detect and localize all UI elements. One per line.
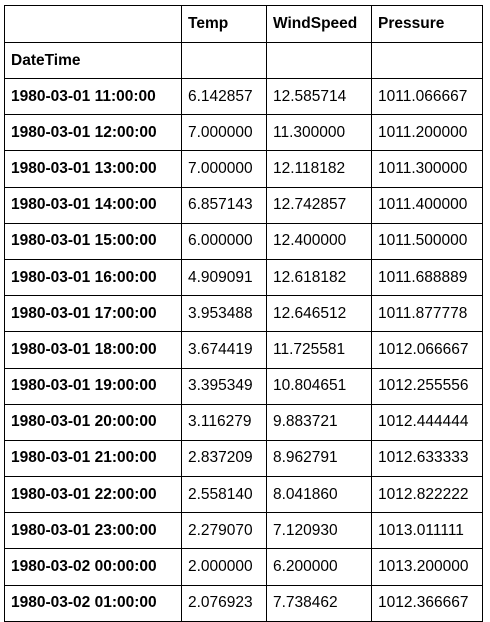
cell-temp: 2.279070 xyxy=(181,512,267,550)
column-header-temp: Temp xyxy=(181,5,267,43)
cell-temp: 3.395349 xyxy=(181,367,267,405)
row-datetime: 1980-03-01 15:00:00 xyxy=(4,222,182,260)
table-row: 1980-03-01 15:00:00 6.000000 12.400000 1… xyxy=(4,222,483,260)
row-datetime: 1980-03-01 11:00:00 xyxy=(4,77,182,116)
cell-windspeed: 8.041860 xyxy=(266,476,372,514)
cell-pressure: 1011.200000 xyxy=(371,114,483,152)
cell-pressure: 1013.011111 xyxy=(371,512,483,550)
table-row: 1980-03-01 11:00:00 6.142857 12.585714 1… xyxy=(4,77,483,116)
cell-windspeed: 11.300000 xyxy=(266,114,372,152)
dataframe-table: Temp WindSpeed Pressure DateTime 1980-03… xyxy=(4,5,483,622)
row-datetime: 1980-03-01 23:00:00 xyxy=(4,512,182,550)
cell-temp: 6.000000 xyxy=(181,222,267,260)
cell-pressure: 1013.200000 xyxy=(371,548,483,586)
row-datetime: 1980-03-01 21:00:00 xyxy=(4,439,182,478)
row-datetime: 1980-03-01 12:00:00 xyxy=(4,114,182,152)
table-row: 1980-03-01 16:00:00 4.909091 12.618182 1… xyxy=(4,258,483,297)
row-datetime: 1980-03-01 13:00:00 xyxy=(4,150,182,188)
table-row: 1980-03-01 19:00:00 3.395349 10.804651 1… xyxy=(4,367,483,405)
cell-temp: 3.116279 xyxy=(181,403,267,441)
table-row: 1980-03-01 23:00:00 2.279070 7.120930 10… xyxy=(4,512,483,550)
row-datetime: 1980-03-02 00:00:00 xyxy=(4,548,182,586)
table-row: 1980-03-01 20:00:00 3.116279 9.883721 10… xyxy=(4,403,483,441)
table-row: 1980-03-01 17:00:00 3.953488 12.646512 1… xyxy=(4,295,483,333)
cell-temp: 7.000000 xyxy=(181,114,267,152)
cell-windspeed: 7.120930 xyxy=(266,512,372,550)
cell-pressure: 1012.444444 xyxy=(371,403,483,441)
cell-pressure: 1011.066667 xyxy=(371,77,483,116)
cell-pressure: 1012.633333 xyxy=(371,439,483,478)
cell-pressure: 1012.066667 xyxy=(371,331,483,369)
cell-windspeed: 9.883721 xyxy=(266,403,372,441)
row-datetime: 1980-03-01 17:00:00 xyxy=(4,295,182,333)
row-datetime: 1980-03-01 19:00:00 xyxy=(4,367,182,405)
cell-windspeed: 12.118182 xyxy=(266,150,372,188)
cell-pressure: 1012.822222 xyxy=(371,476,483,514)
column-header-blank xyxy=(4,5,182,43)
cell-windspeed: 8.962791 xyxy=(266,439,372,478)
cell-windspeed: 12.742857 xyxy=(266,186,372,224)
cell-temp: 6.857143 xyxy=(181,186,267,224)
table-row: 1980-03-02 00:00:00 2.000000 6.200000 10… xyxy=(4,548,483,586)
cell-windspeed: 11.725581 xyxy=(266,331,372,369)
cell-temp: 2.076923 xyxy=(181,584,267,622)
table-row: 1980-03-01 12:00:00 7.000000 11.300000 1… xyxy=(4,114,483,152)
index-name-row: DateTime xyxy=(4,42,483,79)
cell-windspeed: 6.200000 xyxy=(266,548,372,586)
cell-temp: 2.558140 xyxy=(181,476,267,514)
table-row: 1980-03-01 13:00:00 7.000000 12.118182 1… xyxy=(4,150,483,188)
cell-pressure: 1011.300000 xyxy=(371,150,483,188)
row-datetime: 1980-03-01 14:00:00 xyxy=(4,186,182,224)
table-row: 1980-03-01 14:00:00 6.857143 12.742857 1… xyxy=(4,186,483,224)
column-header-windspeed: WindSpeed xyxy=(266,5,372,43)
row-datetime: 1980-03-01 20:00:00 xyxy=(4,403,182,441)
index-name-datetime: DateTime xyxy=(4,42,182,79)
cell-pressure: 1011.877778 xyxy=(371,295,483,333)
row-datetime: 1980-03-01 18:00:00 xyxy=(4,331,182,369)
index-name-empty-cell xyxy=(266,42,372,79)
table-row: 1980-03-02 01:00:00 2.076923 7.738462 10… xyxy=(4,584,483,622)
row-datetime: 1980-03-01 22:00:00 xyxy=(4,476,182,514)
table-row: 1980-03-01 18:00:00 3.674419 11.725581 1… xyxy=(4,331,483,369)
cell-windspeed: 12.585714 xyxy=(266,77,372,116)
index-name-empty-cell xyxy=(181,42,267,79)
cell-pressure: 1011.400000 xyxy=(371,186,483,224)
table-row: 1980-03-01 21:00:00 2.837209 8.962791 10… xyxy=(4,439,483,478)
cell-windspeed: 7.738462 xyxy=(266,584,372,622)
cell-pressure: 1011.688889 xyxy=(371,258,483,297)
cell-windspeed: 12.618182 xyxy=(266,258,372,297)
column-header-row: Temp WindSpeed Pressure xyxy=(4,5,483,43)
cell-temp: 7.000000 xyxy=(181,150,267,188)
cell-temp: 2.837209 xyxy=(181,439,267,478)
cell-windspeed: 12.646512 xyxy=(266,295,372,333)
row-datetime: 1980-03-02 01:00:00 xyxy=(4,584,182,622)
cell-temp: 2.000000 xyxy=(181,548,267,586)
cell-temp: 3.674419 xyxy=(181,331,267,369)
table-row: 1980-03-01 22:00:00 2.558140 8.041860 10… xyxy=(4,476,483,514)
cell-windspeed: 12.400000 xyxy=(266,222,372,260)
cell-pressure: 1011.500000 xyxy=(371,222,483,260)
cell-temp: 4.909091 xyxy=(181,258,267,297)
cell-temp: 3.953488 xyxy=(181,295,267,333)
table-body: 1980-03-01 11:00:00 6.142857 12.585714 1… xyxy=(4,77,483,622)
cell-pressure: 1012.255556 xyxy=(371,367,483,405)
index-name-empty-cell xyxy=(371,42,483,79)
cell-windspeed: 10.804651 xyxy=(266,367,372,405)
cell-temp: 6.142857 xyxy=(181,77,267,116)
row-datetime: 1980-03-01 16:00:00 xyxy=(4,258,182,297)
cell-pressure: 1012.366667 xyxy=(371,584,483,622)
column-header-pressure: Pressure xyxy=(371,5,483,43)
